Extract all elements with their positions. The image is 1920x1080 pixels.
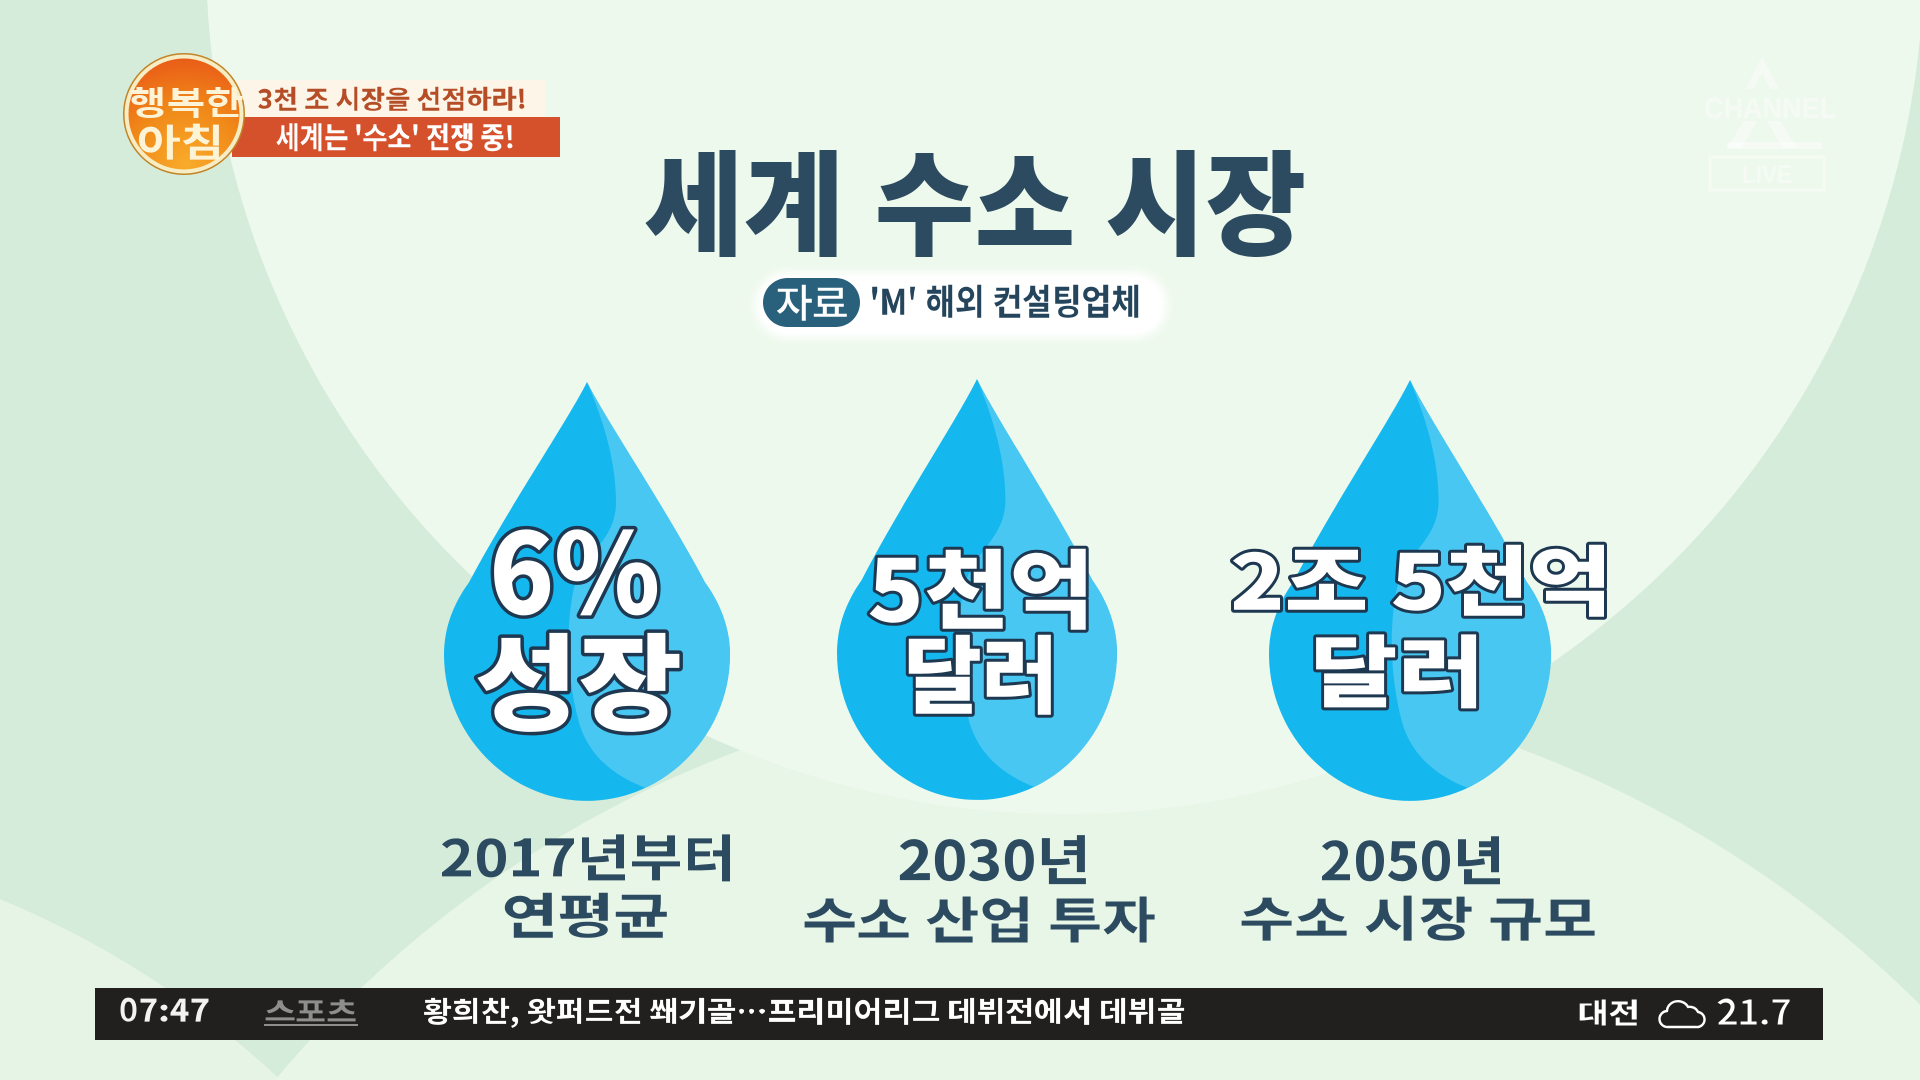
svg-text:CHANNEL: CHANNEL bbox=[1704, 93, 1836, 125]
svg-text:LIVE: LIVE bbox=[1742, 159, 1792, 189]
